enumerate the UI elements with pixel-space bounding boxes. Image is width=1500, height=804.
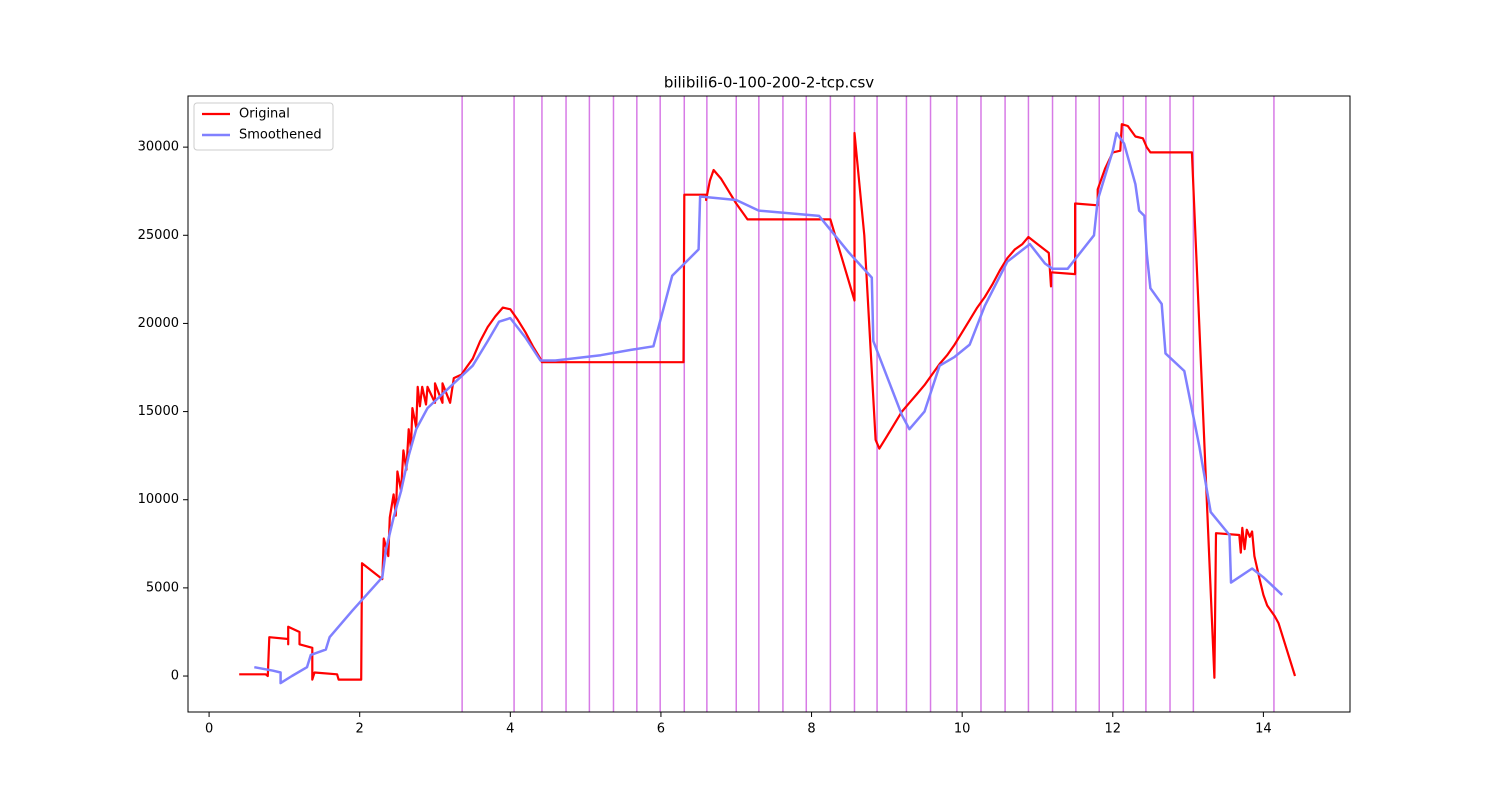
x-tick-label: 14 [1255,722,1272,737]
y-tick-label: 5000 [146,580,179,595]
x-tick-label: 4 [506,722,514,737]
x-tick-label: 0 [205,722,213,737]
x-tick-label: 12 [1105,722,1122,737]
x-tick-label: 10 [954,722,971,737]
y-tick-label: 15000 [138,404,179,419]
y-tick-label: 25000 [138,228,179,243]
y-tick-label: 10000 [138,492,179,507]
y-tick-label: 30000 [138,140,179,155]
chart-title: bilibili6-0-100-200-2-tcp.csv [664,74,874,92]
y-tick-label: 0 [171,669,179,684]
x-tick-label: 8 [807,722,815,737]
x-tick-label: 6 [657,722,665,737]
line-series [254,131,1284,685]
plot-frame [187,95,1351,713]
y-tick-label: 20000 [138,316,179,331]
legend-label: Smoothened [239,128,322,143]
x-tick-label: 2 [356,722,364,737]
legend-label: Original [239,107,290,122]
